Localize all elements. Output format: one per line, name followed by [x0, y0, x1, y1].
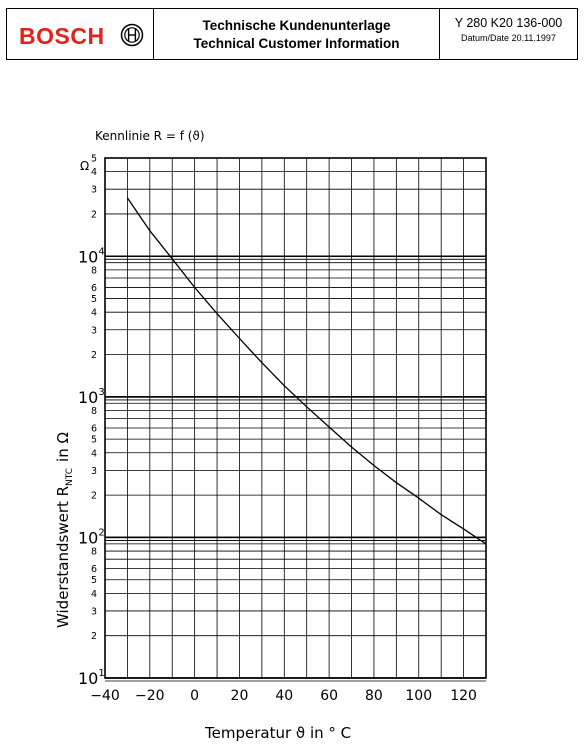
y-tick-label: 5 — [91, 154, 97, 165]
y-tick-label: 8 — [91, 265, 97, 276]
x-tick-label: 80 — [365, 688, 383, 704]
y-tick-label: 3 — [91, 185, 97, 196]
y-tick-label: 2 — [91, 491, 97, 502]
x-tick-label: 60 — [320, 688, 338, 704]
y-tick-label: 3 — [91, 466, 97, 477]
y-axis-title: Widerstandswert RNTCin Ω — [54, 432, 75, 628]
y-tick-label: 2 — [91, 350, 97, 361]
title-cell: Technische Kundenunterlage Technical Cus… — [154, 9, 440, 59]
y-tick-label: 2 — [91, 631, 97, 642]
y-tick-label: 6 — [91, 564, 97, 575]
bosch-armature-icon — [120, 23, 144, 47]
x-tick-label: 20 — [231, 688, 249, 704]
y-tick-label: 6 — [91, 283, 97, 294]
x-tick-label: 40 — [275, 688, 293, 704]
y-tick-label: 4 — [91, 589, 97, 600]
x-axis-labels: −40 −20 0 20 40 60 80 100 120 — [90, 688, 477, 704]
brand-logo-text: BOSCH — [19, 23, 105, 49]
y-tick-label-decade: 103 — [78, 387, 105, 407]
chart-grid — [104, 157, 487, 682]
y-tick-label: 5 — [91, 294, 97, 305]
x-tick-label: 0 — [190, 688, 199, 704]
y-tick-label: 8 — [91, 406, 97, 417]
title-german: Technische Kundenunterlage — [202, 18, 391, 33]
y-tick-label: 3 — [91, 325, 97, 336]
y-tick-label: 5 — [91, 575, 97, 586]
y-tick-label-decade: 102 — [78, 527, 105, 547]
y-tick-label: 4 — [91, 308, 97, 319]
y-unit-label: Ω — [80, 159, 89, 173]
chart-title: Kennlinie R = f (ϑ) — [95, 129, 205, 143]
y-tick-label: 3 — [91, 606, 97, 617]
y-tick-label-decade: 101 — [78, 668, 105, 688]
y-tick-label: 4 — [91, 167, 97, 178]
y-tick-label: 5 — [91, 435, 97, 446]
brand-cell: BOSCH — [7, 9, 154, 59]
y-tick-label-decade: 104 — [78, 246, 105, 266]
y-axis-title-text: Widerstandswert RNTCin Ω — [54, 432, 75, 628]
y-tick-label: 2 — [91, 209, 97, 220]
document-number: Y 280 K20 136-000 — [454, 16, 563, 30]
x-tick-label: 100 — [405, 688, 432, 704]
resistance-curve — [126, 197, 487, 545]
plot-frame — [104, 157, 487, 679]
x-tick-label: 120 — [450, 688, 477, 704]
document-id-cell: Y 280 K20 136-000 Datum/Date 20.11.1997 — [440, 9, 577, 59]
x-tick-label: −40 — [90, 688, 120, 704]
title-english: Technical Customer Information — [193, 36, 400, 51]
x-axis-title: Temperatur ϑ in ° C — [204, 724, 351, 742]
y-tick-label: 8 — [91, 547, 97, 558]
document-date: Datum/Date 20.11.1997 — [461, 33, 556, 43]
y-tick-label: 4 — [91, 448, 97, 459]
x-tick-label: −20 — [135, 688, 165, 704]
document-header: BOSCH Technische Kundenunterlage Technic… — [6, 8, 578, 60]
y-tick-label: 6 — [91, 424, 97, 435]
